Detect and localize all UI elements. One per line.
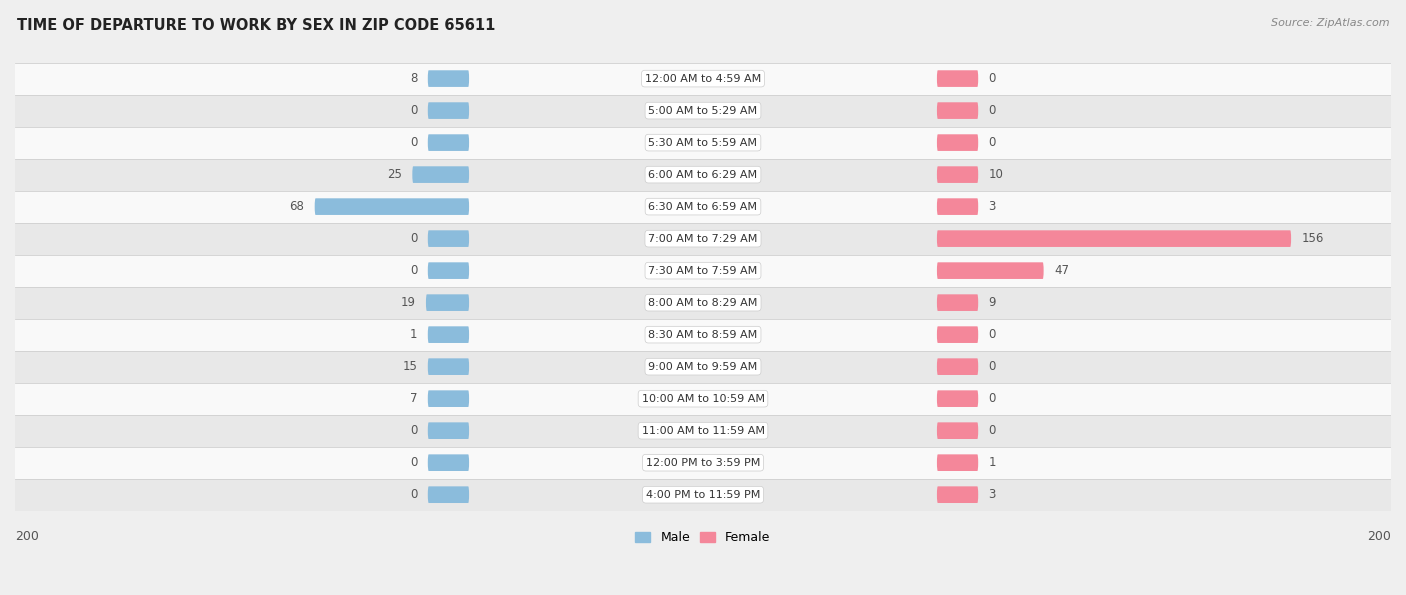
Text: 4:00 PM to 11:59 PM: 4:00 PM to 11:59 PM	[645, 490, 761, 500]
FancyBboxPatch shape	[15, 319, 1391, 350]
Text: 8:00 AM to 8:29 AM: 8:00 AM to 8:29 AM	[648, 298, 758, 308]
Text: 0: 0	[988, 360, 995, 373]
FancyBboxPatch shape	[936, 70, 979, 87]
Text: 0: 0	[411, 232, 418, 245]
Text: 47: 47	[1054, 264, 1069, 277]
Text: 7:30 AM to 7:59 AM: 7:30 AM to 7:59 AM	[648, 265, 758, 275]
FancyBboxPatch shape	[427, 422, 470, 439]
FancyBboxPatch shape	[426, 295, 470, 311]
Text: 0: 0	[988, 136, 995, 149]
Text: 0: 0	[411, 136, 418, 149]
Text: 9:00 AM to 9:59 AM: 9:00 AM to 9:59 AM	[648, 362, 758, 372]
Text: 7:00 AM to 7:29 AM: 7:00 AM to 7:29 AM	[648, 234, 758, 243]
FancyBboxPatch shape	[427, 486, 470, 503]
FancyBboxPatch shape	[427, 390, 470, 407]
Text: 15: 15	[402, 360, 418, 373]
Text: 8: 8	[411, 72, 418, 85]
Text: 19: 19	[401, 296, 416, 309]
FancyBboxPatch shape	[15, 223, 1391, 255]
FancyBboxPatch shape	[936, 295, 979, 311]
Text: 0: 0	[988, 328, 995, 341]
Text: 0: 0	[411, 488, 418, 501]
FancyBboxPatch shape	[936, 486, 979, 503]
FancyBboxPatch shape	[427, 102, 470, 119]
FancyBboxPatch shape	[427, 455, 470, 471]
Text: 200: 200	[15, 530, 39, 543]
Text: 10: 10	[988, 168, 1004, 181]
FancyBboxPatch shape	[936, 198, 979, 215]
Text: 0: 0	[988, 72, 995, 85]
Text: 6:00 AM to 6:29 AM: 6:00 AM to 6:29 AM	[648, 170, 758, 180]
Text: TIME OF DEPARTURE TO WORK BY SEX IN ZIP CODE 65611: TIME OF DEPARTURE TO WORK BY SEX IN ZIP …	[17, 18, 495, 33]
Text: 156: 156	[1302, 232, 1324, 245]
Text: Source: ZipAtlas.com: Source: ZipAtlas.com	[1271, 18, 1389, 28]
FancyBboxPatch shape	[936, 455, 979, 471]
FancyBboxPatch shape	[427, 262, 470, 279]
Text: 3: 3	[988, 200, 995, 213]
FancyBboxPatch shape	[427, 134, 470, 151]
FancyBboxPatch shape	[15, 255, 1391, 287]
FancyBboxPatch shape	[15, 350, 1391, 383]
FancyBboxPatch shape	[936, 134, 979, 151]
Text: 3: 3	[988, 488, 995, 501]
Text: 5:30 AM to 5:59 AM: 5:30 AM to 5:59 AM	[648, 137, 758, 148]
FancyBboxPatch shape	[15, 479, 1391, 511]
FancyBboxPatch shape	[427, 230, 470, 247]
FancyBboxPatch shape	[936, 262, 1043, 279]
Text: 0: 0	[988, 424, 995, 437]
Text: 7: 7	[411, 392, 418, 405]
Text: 12:00 AM to 4:59 AM: 12:00 AM to 4:59 AM	[645, 74, 761, 84]
Text: 1: 1	[411, 328, 418, 341]
FancyBboxPatch shape	[15, 62, 1391, 95]
Text: 6:30 AM to 6:59 AM: 6:30 AM to 6:59 AM	[648, 202, 758, 212]
Text: 1: 1	[988, 456, 995, 469]
FancyBboxPatch shape	[15, 287, 1391, 319]
Text: 0: 0	[411, 104, 418, 117]
Text: 25: 25	[387, 168, 402, 181]
Text: 0: 0	[411, 424, 418, 437]
FancyBboxPatch shape	[427, 358, 470, 375]
FancyBboxPatch shape	[936, 326, 979, 343]
Text: 200: 200	[1367, 530, 1391, 543]
FancyBboxPatch shape	[15, 415, 1391, 447]
FancyBboxPatch shape	[936, 358, 979, 375]
Text: 9: 9	[988, 296, 995, 309]
FancyBboxPatch shape	[936, 166, 979, 183]
FancyBboxPatch shape	[427, 326, 470, 343]
Text: 0: 0	[988, 104, 995, 117]
Text: 10:00 AM to 10:59 AM: 10:00 AM to 10:59 AM	[641, 394, 765, 403]
FancyBboxPatch shape	[412, 166, 470, 183]
Text: 8:30 AM to 8:59 AM: 8:30 AM to 8:59 AM	[648, 330, 758, 340]
Text: 0: 0	[988, 392, 995, 405]
FancyBboxPatch shape	[936, 230, 1291, 247]
FancyBboxPatch shape	[15, 159, 1391, 190]
Text: 11:00 AM to 11:59 AM: 11:00 AM to 11:59 AM	[641, 425, 765, 436]
FancyBboxPatch shape	[15, 383, 1391, 415]
FancyBboxPatch shape	[427, 70, 470, 87]
FancyBboxPatch shape	[15, 127, 1391, 159]
Text: 0: 0	[411, 264, 418, 277]
Legend: Male, Female: Male, Female	[630, 526, 776, 549]
FancyBboxPatch shape	[315, 198, 470, 215]
FancyBboxPatch shape	[936, 422, 979, 439]
Text: 12:00 PM to 3:59 PM: 12:00 PM to 3:59 PM	[645, 458, 761, 468]
FancyBboxPatch shape	[15, 95, 1391, 127]
Text: 0: 0	[411, 456, 418, 469]
FancyBboxPatch shape	[936, 390, 979, 407]
FancyBboxPatch shape	[936, 102, 979, 119]
FancyBboxPatch shape	[15, 447, 1391, 479]
Text: 5:00 AM to 5:29 AM: 5:00 AM to 5:29 AM	[648, 105, 758, 115]
FancyBboxPatch shape	[15, 190, 1391, 223]
Text: 68: 68	[290, 200, 304, 213]
